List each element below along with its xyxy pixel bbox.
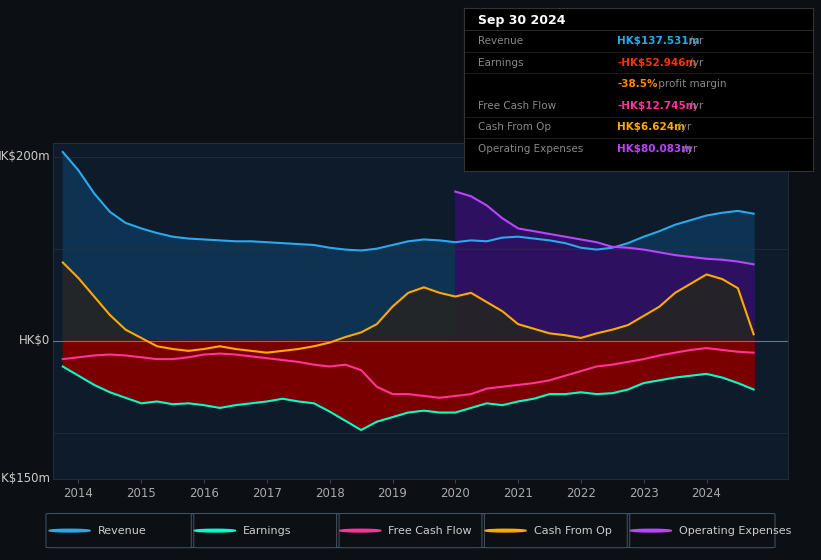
Text: Cash From Op: Cash From Op (478, 123, 551, 133)
Text: HK$6.624m: HK$6.624m (617, 123, 686, 133)
Circle shape (195, 529, 236, 532)
Text: -HK$150m: -HK$150m (0, 472, 50, 486)
Circle shape (49, 529, 90, 532)
Text: /yr: /yr (674, 123, 691, 133)
Text: Earnings: Earnings (243, 526, 291, 535)
Circle shape (485, 529, 526, 532)
Text: profit margin: profit margin (655, 79, 727, 89)
Text: Earnings: Earnings (478, 58, 523, 68)
Text: Operating Expenses: Operating Expenses (679, 526, 791, 535)
Text: /yr: /yr (680, 144, 698, 154)
Text: Sep 30 2024: Sep 30 2024 (478, 14, 566, 27)
Text: /yr: /yr (686, 36, 704, 46)
Text: Free Cash Flow: Free Cash Flow (478, 101, 556, 111)
Text: -38.5%: -38.5% (617, 79, 658, 89)
Text: -HK$12.745m: -HK$12.745m (617, 101, 697, 111)
Text: Cash From Op: Cash From Op (534, 526, 612, 535)
Text: HK$137.531m: HK$137.531m (617, 36, 699, 46)
Text: Revenue: Revenue (98, 526, 146, 535)
Circle shape (631, 529, 672, 532)
Text: HK$200m: HK$200m (0, 150, 50, 163)
Circle shape (340, 529, 381, 532)
Text: Free Cash Flow: Free Cash Flow (388, 526, 472, 535)
Text: -HK$52.946m: -HK$52.946m (617, 58, 697, 68)
Text: Revenue: Revenue (478, 36, 523, 46)
Text: HK$0: HK$0 (19, 334, 50, 347)
Text: HK$80.083m: HK$80.083m (617, 144, 693, 154)
Text: /yr: /yr (686, 101, 704, 111)
Text: Operating Expenses: Operating Expenses (478, 144, 583, 154)
Text: /yr: /yr (686, 58, 704, 68)
